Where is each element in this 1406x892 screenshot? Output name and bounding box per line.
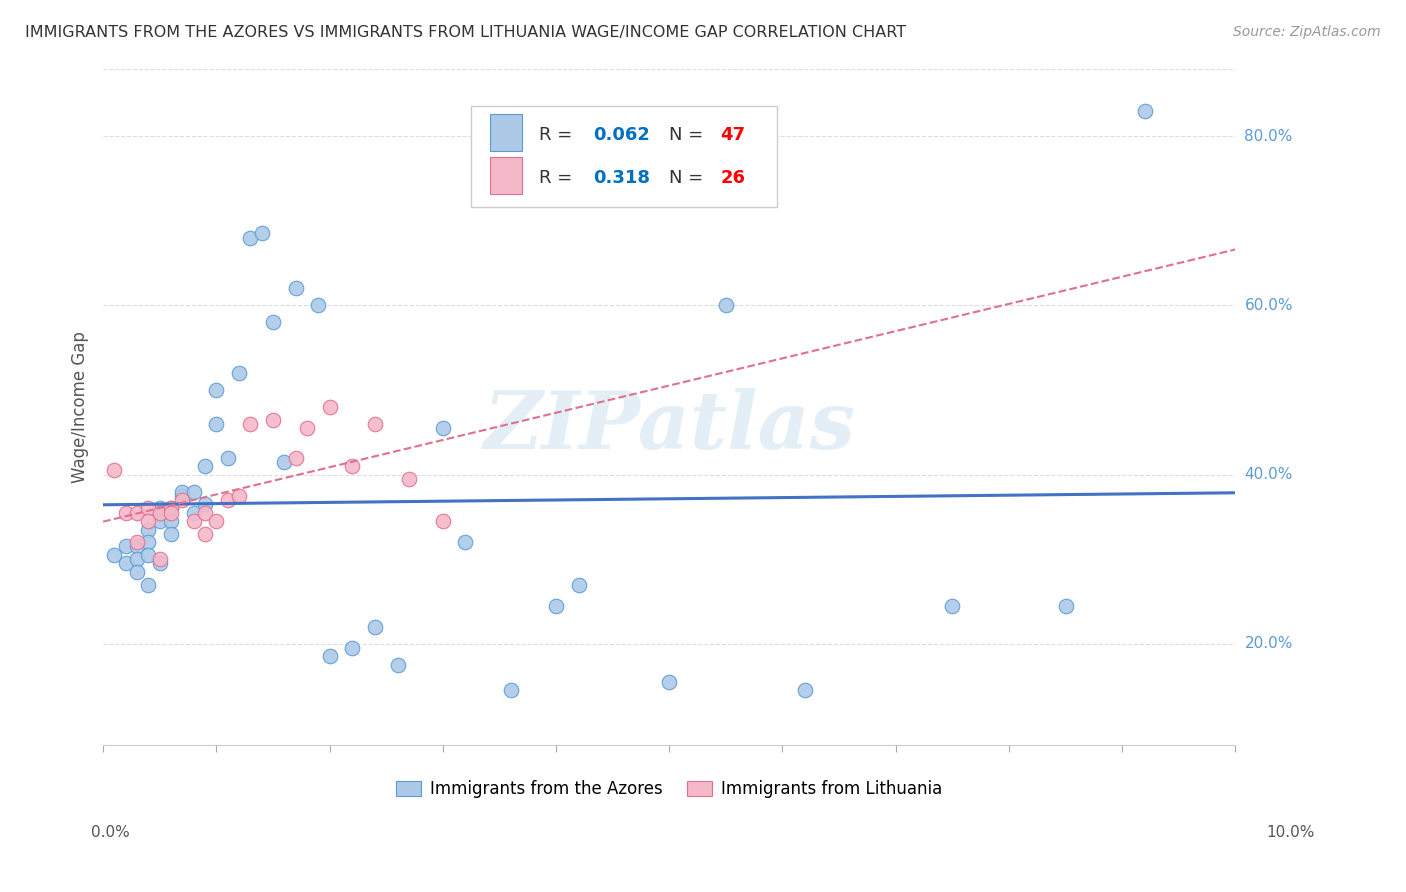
Point <box>127 535 149 549</box>
Point <box>342 459 364 474</box>
Point <box>714 298 737 312</box>
Text: 0.062: 0.062 <box>593 126 650 144</box>
Y-axis label: Wage/Income Gap: Wage/Income Gap <box>72 331 89 483</box>
Point <box>103 463 125 477</box>
Point <box>160 526 183 541</box>
Point <box>138 514 160 528</box>
Point <box>114 506 136 520</box>
Point <box>138 577 160 591</box>
Point <box>941 599 963 613</box>
Point <box>183 484 205 499</box>
Text: R =: R = <box>538 126 578 144</box>
Point <box>239 230 262 244</box>
Point <box>172 484 194 499</box>
Point <box>239 417 262 431</box>
Text: IMMIGRANTS FROM THE AZORES VS IMMIGRANTS FROM LITHUANIA WAGE/INCOME GAP CORRELAT: IMMIGRANTS FROM THE AZORES VS IMMIGRANTS… <box>25 25 907 40</box>
Point <box>262 412 284 426</box>
Text: 80.0%: 80.0% <box>1244 128 1292 144</box>
Point <box>194 526 217 541</box>
Point <box>149 552 172 566</box>
Text: 26: 26 <box>720 169 745 187</box>
Point <box>432 421 454 435</box>
Point <box>658 674 681 689</box>
Text: ZIPatlas: ZIPatlas <box>484 388 855 466</box>
Point <box>1054 599 1077 613</box>
Point <box>318 649 340 664</box>
Point <box>194 497 217 511</box>
Point <box>217 450 239 465</box>
Point <box>205 383 228 397</box>
Point <box>172 492 194 507</box>
Point <box>364 417 387 431</box>
Text: N =: N = <box>669 169 709 187</box>
Point <box>194 459 217 474</box>
Point <box>103 548 125 562</box>
Point <box>205 417 228 431</box>
Point <box>114 540 136 554</box>
Text: 10.0%: 10.0% <box>1267 825 1315 840</box>
Point <box>127 565 149 579</box>
Text: 40.0%: 40.0% <box>1244 467 1292 482</box>
Text: 0.0%: 0.0% <box>91 825 131 840</box>
Text: 60.0%: 60.0% <box>1244 298 1294 313</box>
Point <box>160 514 183 528</box>
Point <box>307 298 329 312</box>
Point <box>568 577 591 591</box>
Point <box>183 506 205 520</box>
Point <box>284 450 307 465</box>
Point <box>205 514 228 528</box>
Point <box>342 640 364 655</box>
Point <box>138 535 160 549</box>
Point <box>138 548 160 562</box>
Point <box>250 227 273 241</box>
Point <box>149 506 172 520</box>
Point <box>127 552 149 566</box>
Point <box>228 366 250 380</box>
Text: R =: R = <box>538 169 578 187</box>
Point <box>273 455 295 469</box>
Point <box>544 599 567 613</box>
Point <box>454 535 477 549</box>
Legend: Immigrants from the Azores, Immigrants from Lithuania: Immigrants from the Azores, Immigrants f… <box>389 773 949 805</box>
Point <box>160 501 183 516</box>
FancyBboxPatch shape <box>491 157 522 194</box>
Text: 20.0%: 20.0% <box>1244 636 1292 651</box>
Point <box>217 492 239 507</box>
Point <box>149 557 172 571</box>
Point <box>432 514 454 528</box>
Point <box>398 472 420 486</box>
Point <box>318 400 340 414</box>
Point <box>387 657 409 672</box>
Point <box>149 501 172 516</box>
Point <box>1133 103 1156 118</box>
Point <box>127 540 149 554</box>
Point <box>499 683 522 698</box>
Text: N =: N = <box>669 126 709 144</box>
Point <box>160 506 183 520</box>
Point <box>160 501 183 516</box>
Text: Source: ZipAtlas.com: Source: ZipAtlas.com <box>1233 25 1381 39</box>
Point <box>114 557 136 571</box>
FancyBboxPatch shape <box>471 106 776 207</box>
Point <box>138 523 160 537</box>
FancyBboxPatch shape <box>491 113 522 151</box>
Point <box>183 514 205 528</box>
Text: 0.318: 0.318 <box>593 169 651 187</box>
Point <box>262 315 284 329</box>
Point <box>228 489 250 503</box>
Point <box>138 501 160 516</box>
Point <box>127 506 149 520</box>
Point <box>172 489 194 503</box>
Point <box>364 620 387 634</box>
Text: 47: 47 <box>720 126 745 144</box>
Point <box>149 514 172 528</box>
Point <box>194 506 217 520</box>
Point <box>284 281 307 295</box>
Point <box>295 421 318 435</box>
Point <box>794 683 817 698</box>
